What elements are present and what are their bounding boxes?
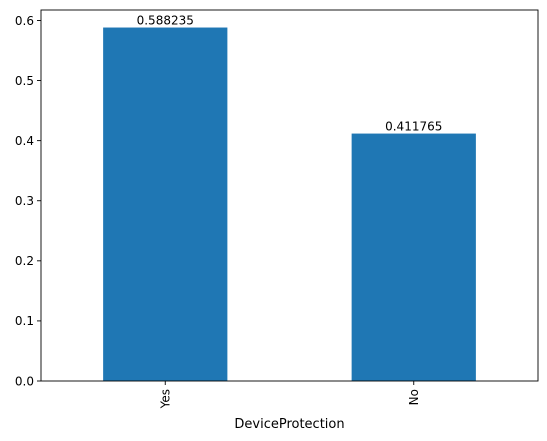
data-label-yes: 0.588235 [137,14,194,28]
plot-frame [40,9,539,382]
x-axis-label: DeviceProtection [234,417,344,432]
y-tick-label: 0.1 [15,314,34,328]
bars-group [103,27,476,382]
y-tick-label: 0.4 [15,134,34,148]
x-axis: Yes No [158,381,421,409]
y-tick-label: 0.0 [15,374,34,388]
y-tick-label: 0.2 [15,254,34,268]
bar-no [351,133,476,381]
x-tick-label-yes: Yes [158,389,172,409]
y-tick-label: 0.5 [15,74,34,88]
bar-yes [103,27,228,382]
y-tick-label: 0.6 [15,14,34,28]
data-labels-group: 0.588235 0.411765 [137,14,443,134]
x-tick-label-no: No [407,389,421,405]
y-tick-label: 0.3 [15,194,34,208]
y-axis: 0.0 0.1 0.2 0.3 0.4 0.5 0.6 [15,14,41,388]
data-label-no: 0.411765 [385,120,442,134]
